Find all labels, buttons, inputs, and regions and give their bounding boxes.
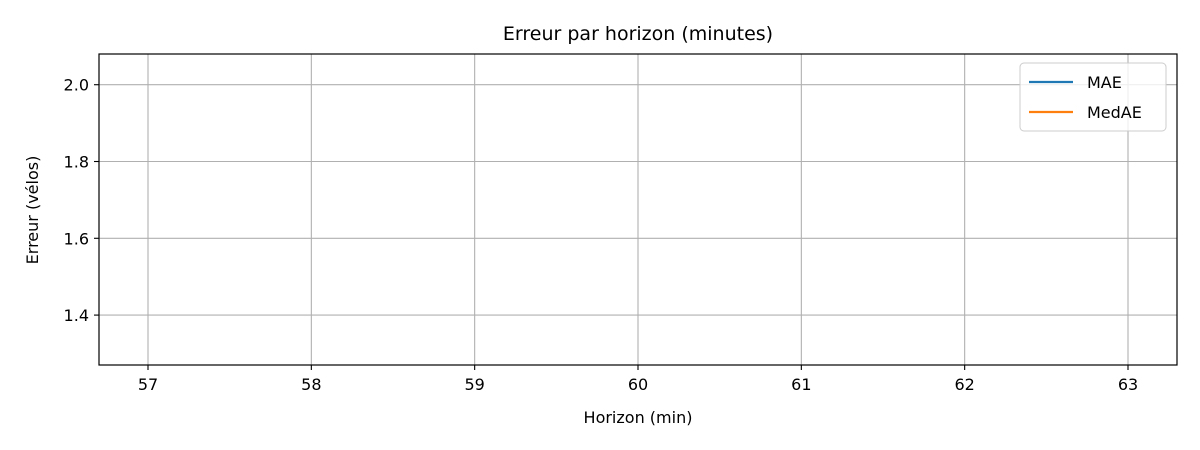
legend-box — [1019, 62, 1167, 132]
x-tick-label: 61 — [791, 375, 811, 394]
y-axis-label: Erreur (vélos) — [23, 156, 42, 265]
y-tick-label: 1.8 — [64, 153, 89, 172]
chart-title: Erreur par horizon (minutes) — [503, 23, 773, 45]
x-tick-label: 57 — [138, 375, 158, 394]
grid — [99, 54, 1177, 365]
y-tick-label: 2.0 — [64, 76, 89, 95]
x-tick-label: 63 — [1118, 375, 1138, 394]
legend-label-medae: MedAE — [1087, 103, 1142, 122]
y-axis: 1.4 1.6 1.8 2.0 — [64, 76, 99, 325]
x-axis: 57 58 59 60 61 62 63 — [138, 365, 1138, 394]
x-tick-label: 58 — [301, 375, 321, 394]
x-tick-label: 60 — [628, 375, 648, 394]
legend-label-mae: MAE — [1087, 73, 1122, 92]
legend: MAE MedAE — [1019, 62, 1167, 132]
x-axis-label: Horizon (min) — [584, 408, 693, 427]
x-tick-label: 59 — [464, 375, 484, 394]
y-tick-label: 1.6 — [64, 229, 89, 248]
x-tick-label: 62 — [954, 375, 974, 394]
y-tick-label: 1.4 — [64, 306, 89, 325]
